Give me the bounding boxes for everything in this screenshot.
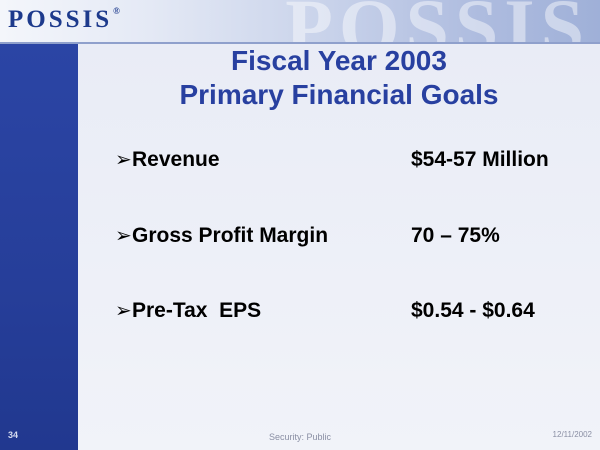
header-band: POSSIS POSSIS® (0, 0, 600, 70)
slide-content-area (78, 44, 600, 450)
slide-number: 34 (8, 430, 19, 440)
company-logo: POSSIS® (8, 6, 123, 34)
goal-value: $0.54 - $0.64 (411, 299, 535, 322)
slide-date: 12/11/2002 (552, 430, 592, 439)
goal-row-pretax-eps: ➢ Pre-Tax EPS $0.54 - $0.64 (115, 297, 585, 327)
goal-row-gross-margin: ➢ Gross Profit Margin 70 – 75% (115, 222, 585, 252)
left-accent-band (0, 44, 78, 450)
bullet-arrow-icon: ➢ (115, 225, 132, 247)
goal-row-revenue: ➢ Revenue $54-57 Million (115, 146, 585, 176)
header-divider (0, 42, 600, 44)
goal-label: Gross Profit Margin (132, 224, 329, 247)
bullet-arrow-icon: ➢ (115, 149, 132, 171)
goal-label: Pre-Tax EPS (132, 299, 262, 322)
goal-value: 70 – 75% (411, 224, 500, 247)
registered-mark: ® (113, 6, 123, 16)
goal-value: $54-57 Million (411, 148, 549, 171)
bullet-arrow-icon: ➢ (115, 300, 132, 322)
slide-title-line-2: Primary Financial Goals (179, 79, 499, 110)
slide-title-line-1: Fiscal Year 2003 (231, 45, 447, 76)
goal-label: Revenue (132, 148, 220, 171)
logo-text: POSSIS (8, 6, 113, 33)
security-label: Security: Public (268, 432, 332, 442)
